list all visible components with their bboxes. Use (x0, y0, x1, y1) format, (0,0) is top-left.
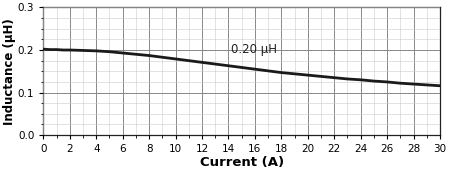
X-axis label: Current (A): Current (A) (200, 155, 284, 169)
Y-axis label: Inductance (μH): Inductance (μH) (4, 18, 17, 125)
Text: 0.20 μH: 0.20 μH (231, 43, 277, 56)
